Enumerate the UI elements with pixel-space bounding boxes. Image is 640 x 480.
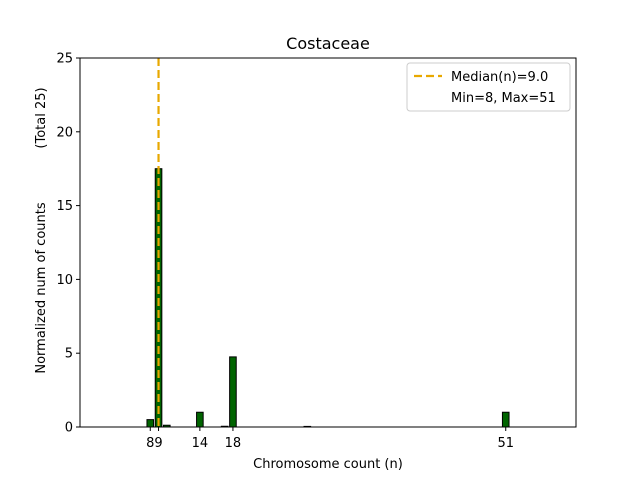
- legend: Median(n)=9.0 Min=8, Max=51: [406, 62, 571, 112]
- x-axis-label: Chromosome count (n): [253, 457, 403, 472]
- legend-box: [406, 62, 571, 112]
- y-tick-label: 20: [56, 125, 73, 140]
- x-tick-label: 8: [146, 436, 154, 451]
- y-axis-total-label: (Total 25): [34, 87, 49, 148]
- y-tick-label: 5: [65, 347, 73, 362]
- bar-n-51: [501, 411, 510, 428]
- x-tick-label: 14: [192, 436, 209, 451]
- bar-group: [146, 168, 510, 428]
- y-tick-label: 25: [56, 52, 73, 67]
- bar-n-8: [146, 419, 155, 428]
- x-tick-label: 9: [154, 436, 162, 451]
- chart-title: Costaceae: [286, 34, 370, 53]
- legend-entry-minmax: Min=8, Max=51: [451, 91, 556, 106]
- plot-frame: [79, 57, 577, 428]
- y-axis-label: Normalized num of counts: [34, 202, 49, 373]
- y-tick-label: 15: [56, 199, 73, 214]
- y-tick-label: 0: [65, 421, 73, 436]
- bar-n-18: [229, 356, 237, 428]
- x-tick-label: 51: [497, 436, 514, 451]
- x-axis: 8 9 14 18 51: [146, 427, 514, 451]
- x-tick-label: 18: [225, 436, 242, 451]
- legend-entry-median: Median(n)=9.0: [451, 70, 548, 85]
- y-tick-label: 10: [56, 273, 73, 288]
- bar-n-14: [196, 411, 204, 428]
- y-axis: 0 5 10 15 20 25: [56, 52, 80, 436]
